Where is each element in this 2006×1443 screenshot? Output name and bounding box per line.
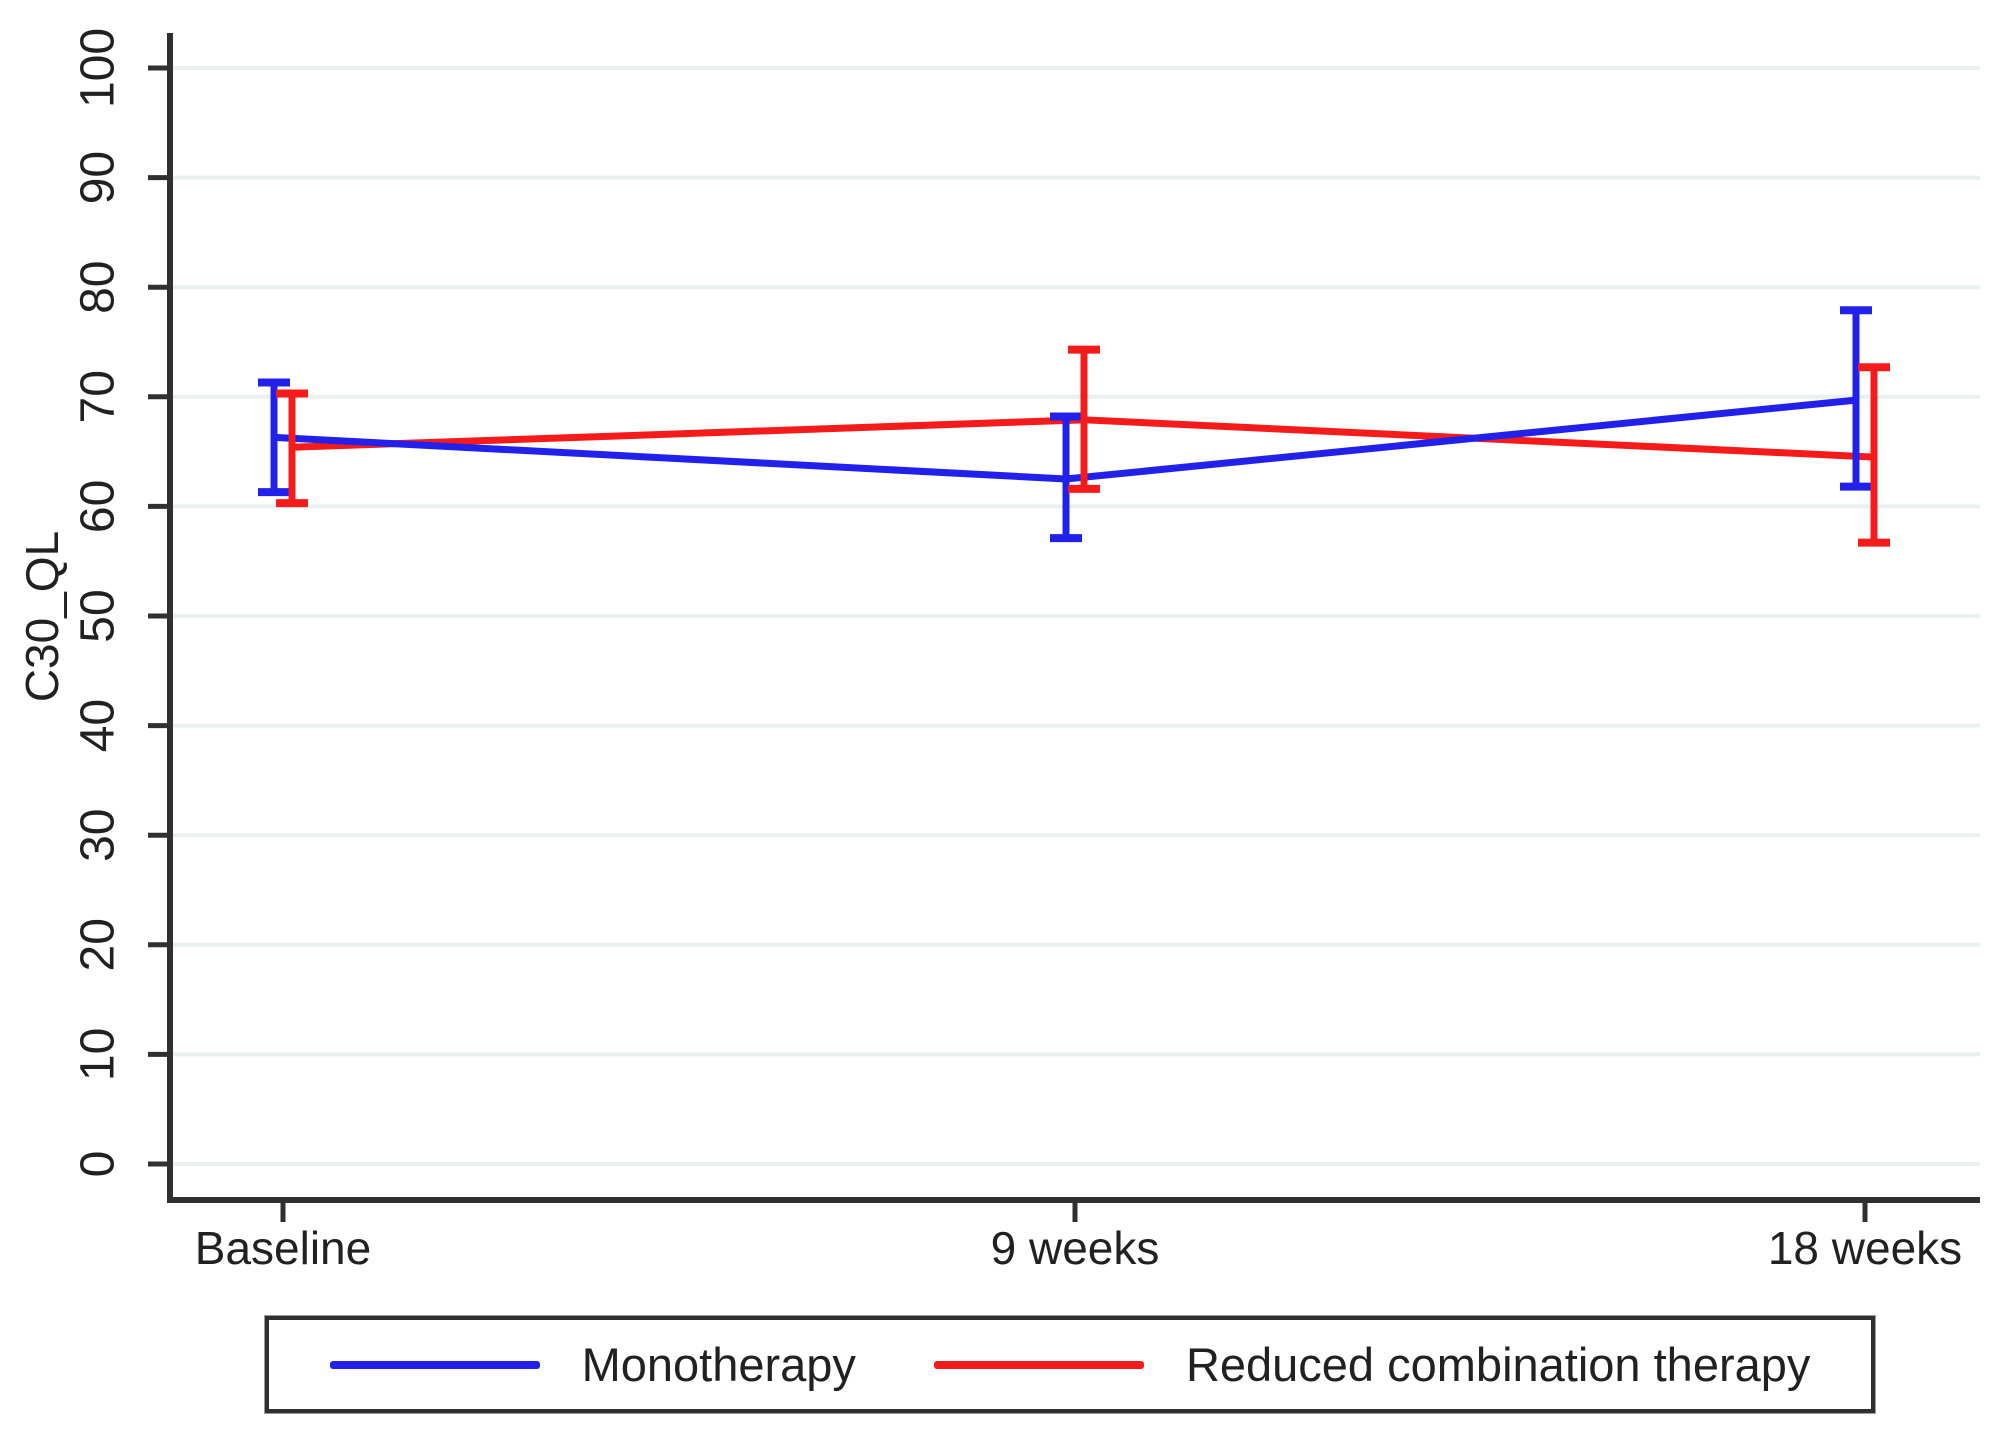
legend: Monotherapy Reduced combination therapy: [265, 1316, 1875, 1413]
y-tick-label: 70: [72, 370, 125, 423]
y-tick-label: 20: [72, 918, 125, 971]
y-tick-label: 90: [72, 151, 125, 204]
legend-label-reduced-combination-therapy: Reduced combination therapy: [1185, 1338, 1811, 1391]
y-tick-label: 100: [72, 28, 125, 108]
legend-label-monotherapy: Monotherapy: [581, 1338, 856, 1391]
y-tick-label: 80: [72, 261, 125, 314]
y-tick-label: 40: [72, 699, 125, 752]
legend-item-reduced-combination-therapy: Reduced combination therapy: [933, 1337, 1811, 1392]
legend-item-monotherapy: Monotherapy: [329, 1337, 856, 1392]
x-tick-label: Baseline: [195, 1222, 371, 1274]
y-tick-label: 30: [72, 809, 125, 862]
y-tick-label: 60: [72, 480, 125, 533]
error-bar-series-0-point-2: [1840, 306, 1872, 491]
x-tick-label: 9 weeks: [991, 1222, 1160, 1274]
y-tick-label: 10: [72, 1028, 125, 1081]
monotherapy-line-swatch: [329, 1360, 540, 1369]
error-bar-series-0-point-1: [1050, 412, 1082, 543]
y-tick-label: 0: [72, 1151, 125, 1178]
y-tick-label: 50: [72, 589, 125, 642]
error-bar-series-1-point-2: [1858, 363, 1890, 547]
y-axis-title: C30_QL: [16, 531, 68, 702]
error-bar-series-1-point-0: [276, 389, 308, 508]
error-bar-series-0-point-0: [258, 378, 290, 497]
error-bar-series-1-point-1: [1068, 345, 1100, 493]
x-tick-label: 18 weeks: [1768, 1222, 1962, 1274]
reduced-combination-therapy-line-swatch: [933, 1360, 1144, 1369]
